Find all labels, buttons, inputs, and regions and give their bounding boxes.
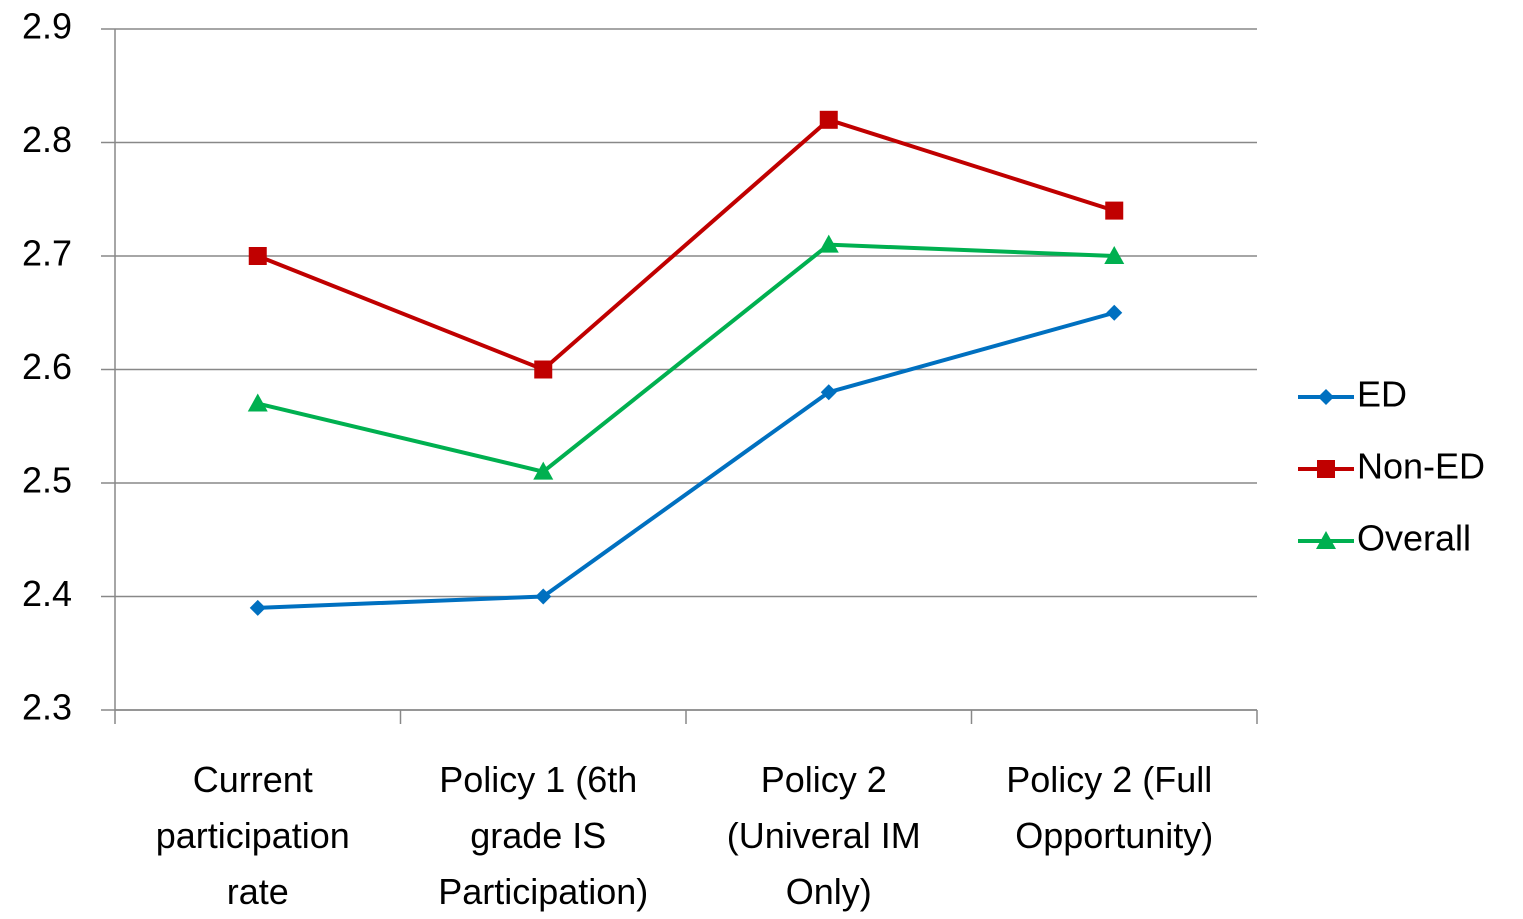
x-tick-label: Policy 2 (Full Opportunity)	[1006, 759, 1222, 856]
x-tick-label: Policy 2 (Univeral IM Only)	[727, 759, 931, 912]
series-line	[257, 242, 1115, 474]
data-point	[248, 247, 267, 265]
legend-label: ED	[1357, 374, 1407, 415]
data-point	[818, 234, 839, 253]
x-tick-label: Current participation rate	[156, 759, 360, 912]
data-point	[534, 360, 553, 379]
data-point	[1105, 201, 1124, 220]
data-point	[249, 599, 266, 616]
y-tick-label: 2.7	[22, 233, 72, 274]
data-point	[247, 393, 268, 412]
data-point	[820, 384, 837, 401]
y-tick-label: 2.5	[22, 460, 72, 501]
legend-marker	[1316, 531, 1336, 549]
data-point	[535, 588, 552, 605]
data-point	[1104, 246, 1125, 264]
series-line	[257, 117, 1115, 372]
legend-label: Non-ED	[1357, 446, 1485, 487]
legend-marker	[1317, 460, 1335, 478]
x-tick-label: Policy 1 (6th grade IS Participation)	[438, 759, 648, 912]
series-line	[257, 310, 1115, 610]
y-tick-label: 2.8	[22, 119, 72, 160]
legend-label: Overall	[1357, 518, 1471, 559]
y-tick-label: 2.6	[22, 346, 72, 387]
y-tick-label: 2.9	[22, 6, 72, 47]
data-point	[1106, 304, 1123, 321]
y-tick-label: 2.3	[22, 687, 72, 728]
data-point	[819, 110, 838, 129]
data-point	[533, 461, 554, 480]
y-tick-label: 2.4	[22, 573, 72, 614]
legend-marker	[1318, 389, 1334, 405]
